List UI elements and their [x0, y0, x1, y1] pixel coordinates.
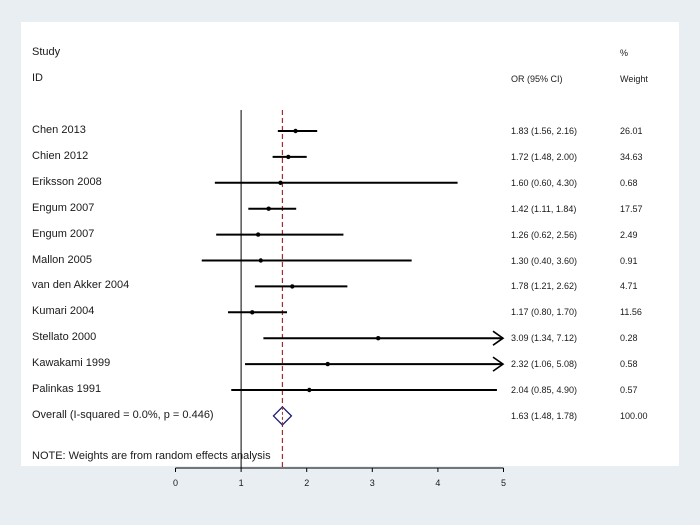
overall-weight: 100.00: [620, 410, 648, 421]
study-weight: 0.68: [620, 177, 638, 188]
study-ci: 1.60 (0.60, 4.30): [511, 177, 578, 188]
point-estimate: [278, 180, 283, 185]
study-weight: 4.71: [620, 281, 638, 292]
study-label: Engum 2007: [32, 201, 95, 214]
point-estimate: [290, 284, 295, 289]
point-estimate: [250, 310, 255, 315]
study-ci: 1.42 (1.11, 1.84): [511, 203, 577, 214]
study-weight: 0.91: [620, 255, 638, 266]
header-weight: Weight: [620, 74, 648, 84]
study-ci: 1.30 (0.40, 3.60): [511, 255, 578, 266]
point-estimate: [266, 206, 271, 211]
point-estimate: [255, 232, 261, 237]
point-estimate: [376, 336, 381, 341]
note-text: NOTE: Weights are from random effects an…: [32, 450, 271, 462]
study-weight: 0.28: [620, 333, 638, 344]
overall-diamond: [272, 405, 293, 426]
point-estimate: [293, 128, 298, 134]
study-ci: 1.17 (0.80, 1.70): [511, 307, 578, 318]
study-label: Palinkas 1991: [32, 383, 102, 395]
ci-arrow: [492, 330, 505, 346]
study-ci: 1.83 (1.56, 2.16): [511, 126, 578, 136]
x-tick-label: 4: [435, 478, 440, 488]
study-weight: 0.57: [620, 385, 638, 395]
study-weight: 11.56: [620, 307, 642, 318]
study-weight: 2.49: [620, 229, 638, 240]
study-label: Eriksson 2008: [32, 175, 102, 188]
study-weight: 0.58: [620, 359, 638, 370]
study-label: Kumari 2004: [32, 305, 95, 318]
study-weight: 26.01: [620, 126, 643, 136]
x-tick-label: 0: [173, 478, 178, 488]
study-label: Chen 2013: [32, 124, 86, 136]
x-tick-label: 2: [304, 478, 309, 488]
study-label: Stellato 2000: [32, 331, 97, 344]
x-tick-label: 1: [239, 478, 244, 488]
overall-ci: 1.63 (1.48, 1.78): [511, 410, 578, 421]
point-estimate: [286, 154, 291, 160]
overall-label: Overall (I-squared = 0.0%, p = 0.446): [32, 408, 214, 421]
ci-arrow: [492, 356, 505, 372]
point-estimate: [307, 387, 312, 393]
study-ci: 2.32 (1.06, 5.08): [511, 359, 578, 370]
study-label: Mallon 2005: [32, 253, 92, 266]
study-ci: 3.09 (1.34, 7.12): [511, 333, 578, 344]
header-percent: %: [620, 48, 629, 58]
header-or-ci: OR (95% CI): [511, 74, 563, 84]
study-weight: 34.63: [620, 151, 643, 162]
x-tick-label: 5: [501, 478, 506, 488]
point-estimate: [258, 258, 263, 263]
header-study: Study: [32, 46, 61, 58]
study-label: Engum 2007: [32, 227, 95, 240]
study-weight: 17.57: [620, 203, 643, 214]
study-ci: 1.78 (1.21, 2.62): [511, 281, 578, 292]
study-ci: 1.26 (0.62, 2.56): [511, 229, 578, 240]
plot-panel: [21, 22, 679, 466]
point-estimate: [325, 361, 330, 367]
study-ci: 2.04 (0.85, 4.90): [511, 385, 578, 395]
study-label: Chien 2012: [32, 149, 89, 162]
study-ci: 1.72 (1.48, 2.00): [511, 151, 578, 162]
header-id: ID: [32, 72, 43, 84]
x-tick-label: 3: [370, 478, 375, 488]
study-label: Kawakami 1999: [32, 357, 111, 370]
study-label: van den Akker 2004: [32, 279, 130, 292]
